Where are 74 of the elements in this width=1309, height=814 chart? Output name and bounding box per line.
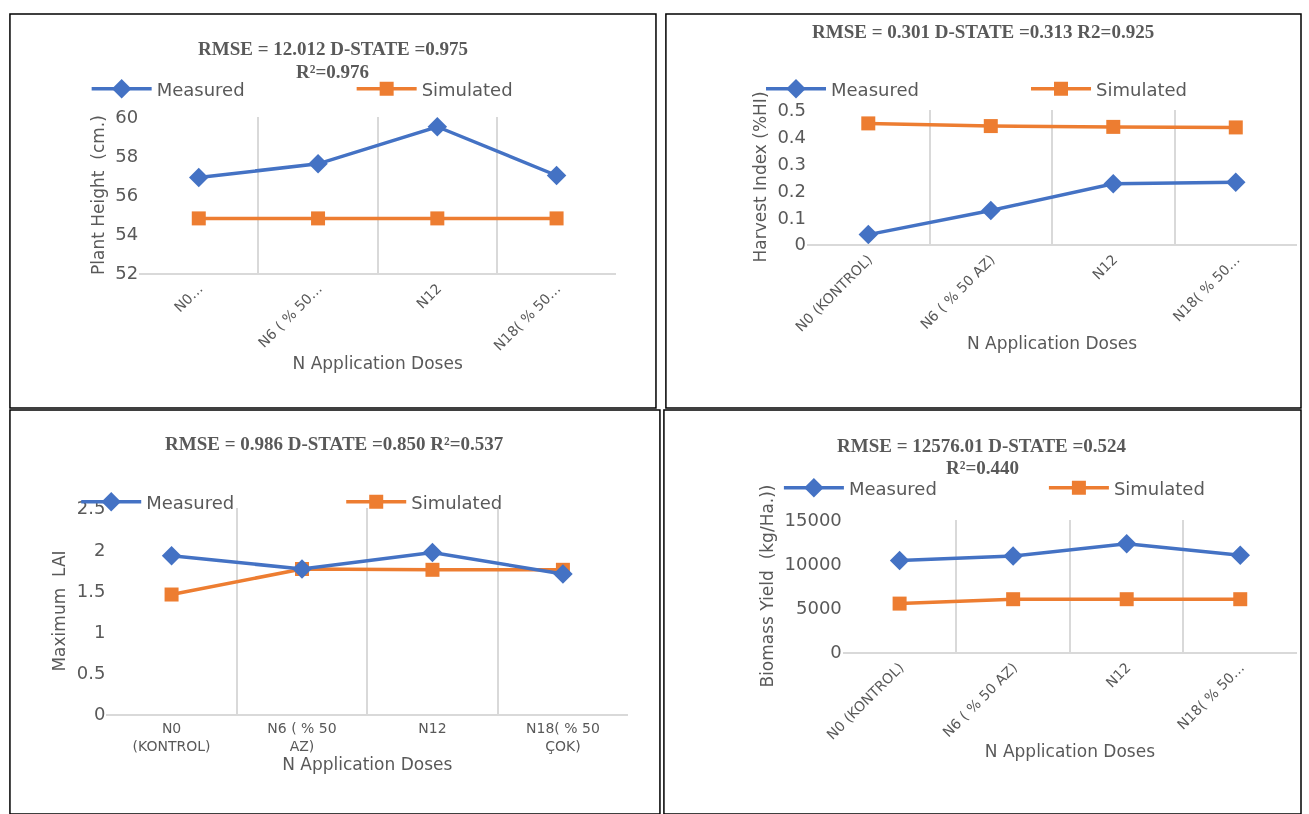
point [546, 165, 567, 186]
x-axis-title: N Application Doses [282, 753, 453, 774]
point [1103, 173, 1124, 194]
x-tick-label: N6 ( % 50… [254, 280, 326, 351]
y-tick-label: 0.5 [777, 99, 807, 121]
legend-label: Simulated [1113, 477, 1205, 499]
point [189, 167, 209, 188]
point [164, 587, 179, 602]
point [861, 116, 876, 131]
point [161, 546, 182, 566]
legend-label: Measured [848, 477, 937, 499]
legend-label: Simulated [411, 491, 503, 513]
y-tick-label: 0.1 [777, 206, 807, 228]
point [981, 200, 1001, 221]
legend-label: Simulated [1096, 78, 1187, 100]
chart-title: RMSE = 0.301 D-STATE =0.313 R2=0.925 [812, 21, 1155, 42]
point [427, 117, 448, 137]
point [430, 211, 445, 226]
point [1230, 545, 1250, 565]
point [311, 211, 326, 226]
x-tick-label: N6 ( % 50 AZ) [939, 659, 1021, 741]
y-tick-label: 0.5 [76, 662, 106, 684]
y-tick-label: 0.4 [777, 126, 807, 148]
point [1233, 592, 1248, 607]
y-tick-label: 0 [93, 703, 106, 725]
point [1106, 119, 1121, 134]
point [1228, 120, 1243, 135]
y-tick-label: 1.5 [76, 579, 106, 601]
point [425, 562, 440, 577]
chart-title: RMSE = 0.986 D-STATE =0.850 R²=0.537 [165, 433, 504, 454]
x-tick-label: N12 [418, 719, 447, 736]
y-tick-label: 60 [115, 106, 139, 128]
y-tick-label: 1 [93, 620, 106, 642]
x-tick-label: N0 (KONTROL) [132, 719, 211, 754]
y-tick-label: 15000 [784, 509, 842, 531]
y-axis-title: Plant Height (cm.) [87, 115, 108, 275]
x-axis-title: N Application Doses [984, 741, 1156, 762]
legend-label: Measured [831, 78, 919, 100]
x-tick-label: N6 ( % 50 AZ) [267, 719, 337, 754]
x-axis-title: N Application Doses [966, 333, 1138, 354]
y-axis-title: Harvest Index (%HI) [749, 91, 770, 263]
y-tick-label: 0 [794, 233, 807, 255]
y-tick-label: 10000 [784, 553, 842, 575]
x-tick-label: N18( % 50 ÇOK) [526, 719, 600, 754]
chart-title: RMSE = 12576.01 D-STATE =0.524 R²=0.440 [837, 435, 1127, 478]
y-axis-title: Biomass Yield (kg/Ha.)) [757, 484, 778, 688]
y-tick-label: 0 [830, 641, 842, 663]
x-axis-title: N Application Doses [292, 352, 463, 373]
point [889, 550, 910, 571]
y-axis-title: Maximum LAI [49, 550, 70, 672]
point [191, 211, 206, 226]
point [983, 119, 998, 134]
point [553, 564, 573, 584]
x-tick-label: N0… [170, 280, 206, 316]
y-tick-label: 0.3 [777, 152, 807, 174]
point [1226, 172, 1246, 193]
point [1006, 592, 1021, 607]
point [549, 211, 564, 226]
point [1003, 546, 1023, 566]
x-tick-label: N6 ( % 50 AZ) [916, 251, 998, 333]
y-tick-label: 5000 [796, 597, 842, 619]
point [858, 224, 879, 245]
y-tick-label: 56 [115, 184, 139, 206]
point [892, 596, 907, 611]
point [1116, 534, 1137, 554]
y-tick-label: 0.2 [777, 179, 807, 201]
legend-label: Measured [146, 491, 235, 513]
y-tick-label: 54 [115, 223, 139, 245]
point [308, 154, 328, 174]
point [1119, 592, 1134, 607]
y-tick-label: 2 [93, 538, 106, 560]
point [422, 542, 443, 563]
y-tick-label: 58 [115, 145, 139, 167]
y-tick-label: 52 [115, 262, 139, 284]
